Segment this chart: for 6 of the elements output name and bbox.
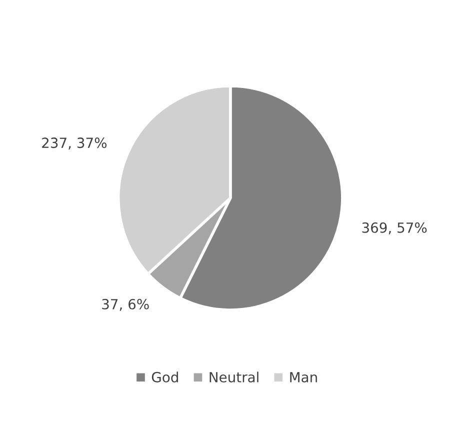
legend-label: Neutral: [210, 372, 258, 382]
data-label: 237, 37%: [42, 138, 107, 150]
data-label: 369, 57%: [362, 222, 427, 234]
legend-label: Man: [290, 372, 317, 382]
legend-label: God: [152, 372, 178, 382]
data-label: 37, 6%: [102, 298, 149, 311]
